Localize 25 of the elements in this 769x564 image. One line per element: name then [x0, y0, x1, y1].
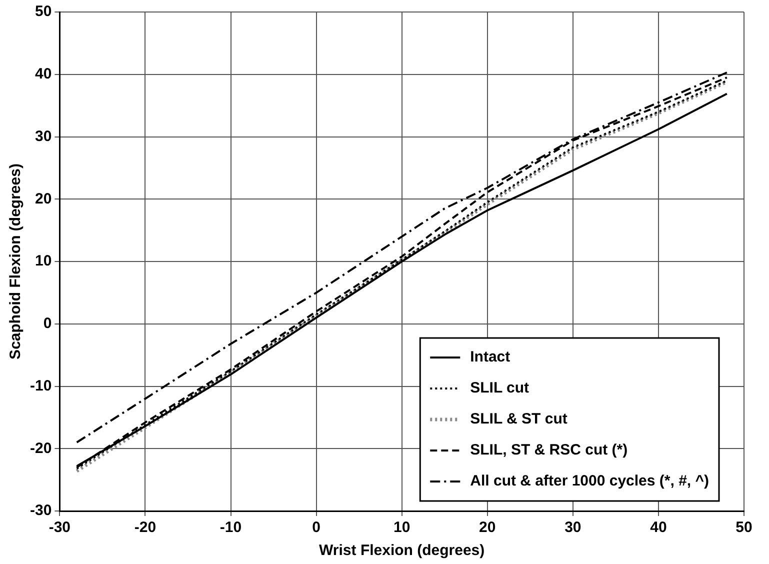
legend-label: Intact [470, 348, 510, 366]
y-tick-label: -10 [30, 377, 52, 394]
y-axis-title: Scaphoid Flexion (degrees) [7, 164, 24, 360]
x-tick-label: 0 [312, 519, 320, 536]
y-tick-label: 30 [34, 128, 52, 145]
y-tick-label: 40 [34, 66, 52, 83]
x-tick-label: 20 [479, 519, 496, 536]
x-tick-label: 30 [564, 519, 582, 536]
x-tick-label: 40 [650, 519, 667, 536]
y-tick-label: -30 [30, 502, 52, 520]
y-tick-label: 20 [34, 190, 52, 208]
y-tick-label: -20 [30, 440, 52, 457]
y-tick-label: 50 [34, 3, 52, 20]
legend-label: All cut & after 1000 cycles (*, #, ^) [470, 472, 710, 490]
x-tick-label: -20 [134, 519, 156, 536]
x-tick-label: 10 [393, 519, 410, 536]
y-tick-label: 10 [34, 252, 52, 270]
x-tick-label: 50 [736, 519, 752, 536]
legend-label: SLIL, ST & RSC cut (*) [470, 442, 628, 459]
legend-label: SLIL & ST cut [470, 410, 568, 428]
y-tick-label: 0 [43, 315, 52, 332]
x-tick-label: -30 [48, 519, 71, 536]
x-axis-title: Wrist Flexion (degrees) [319, 542, 485, 560]
legend-label: SLIL cut [470, 380, 530, 397]
x-tick-label: -10 [220, 519, 242, 536]
